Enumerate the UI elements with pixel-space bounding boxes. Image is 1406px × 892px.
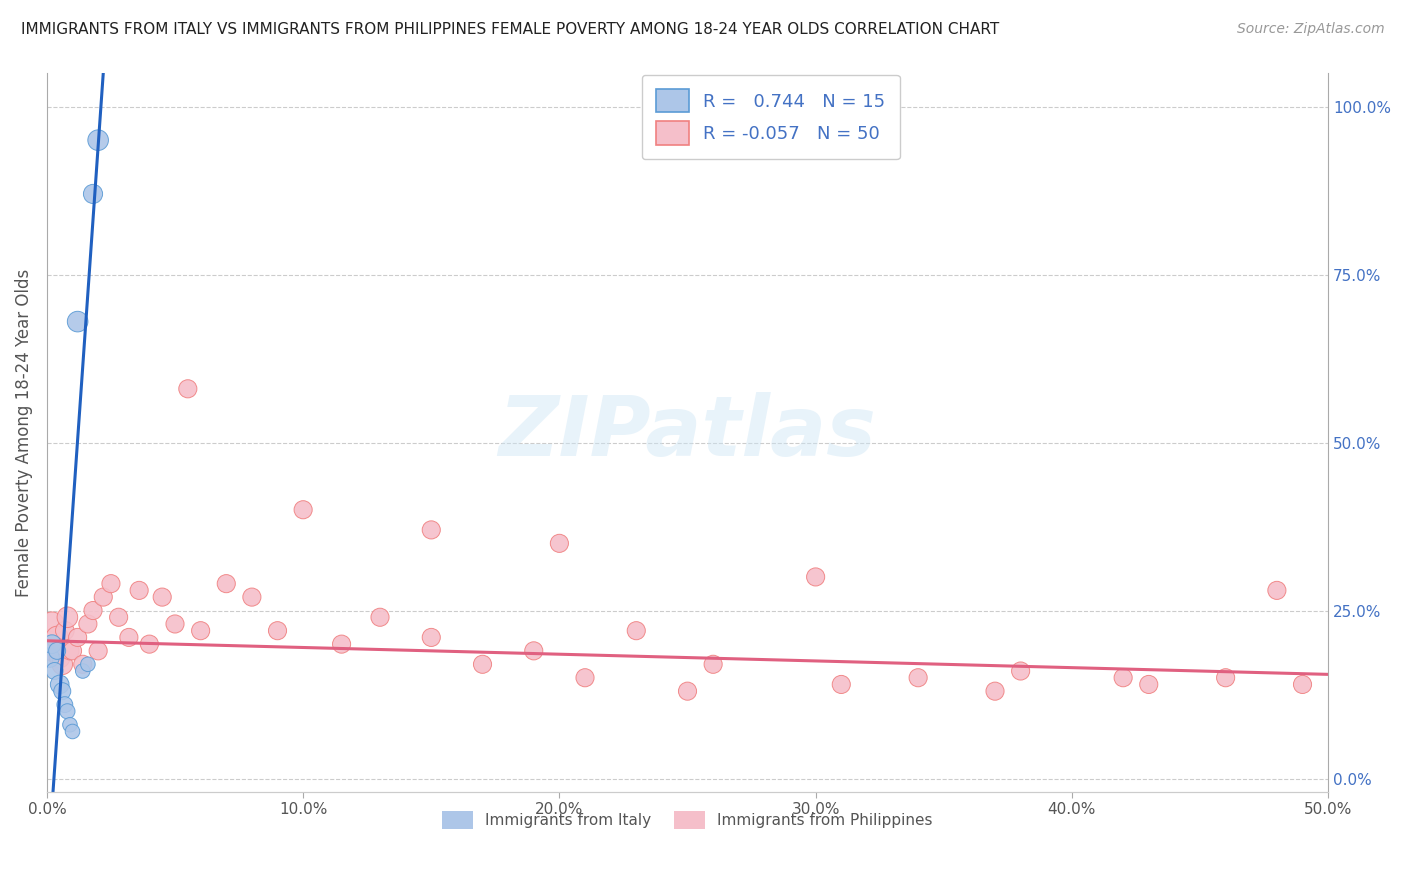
Point <box>107 610 129 624</box>
Point <box>66 631 89 645</box>
Point <box>91 590 114 604</box>
Point <box>676 684 699 698</box>
Point <box>53 624 76 638</box>
Point <box>1215 671 1237 685</box>
Point <box>82 603 104 617</box>
Point <box>128 583 150 598</box>
Point <box>163 617 186 632</box>
Point <box>215 576 238 591</box>
Point <box>420 523 443 537</box>
Point <box>574 671 596 685</box>
Point <box>46 631 69 645</box>
Point <box>41 637 63 651</box>
Point <box>77 657 100 672</box>
Point <box>804 570 827 584</box>
Point <box>38 650 60 665</box>
Point <box>1291 677 1313 691</box>
Point <box>44 664 66 678</box>
Point <box>190 624 212 638</box>
Point <box>150 590 173 604</box>
Point <box>56 610 79 624</box>
Point <box>626 624 648 638</box>
Point <box>59 718 82 732</box>
Legend: Immigrants from Italy, Immigrants from Philippines: Immigrants from Italy, Immigrants from P… <box>436 805 939 835</box>
Point <box>240 590 263 604</box>
Point <box>100 576 122 591</box>
Point <box>330 637 353 651</box>
Point <box>72 664 94 678</box>
Point <box>177 382 200 396</box>
Point <box>523 644 546 658</box>
Point <box>984 684 1007 698</box>
Point <box>44 644 66 658</box>
Point <box>72 657 94 672</box>
Point <box>138 637 160 651</box>
Point <box>56 704 79 718</box>
Point <box>77 617 100 632</box>
Point <box>62 724 84 739</box>
Point <box>82 186 104 201</box>
Point <box>1010 664 1032 678</box>
Point <box>46 644 69 658</box>
Point <box>1112 671 1135 685</box>
Point <box>41 617 63 632</box>
Point <box>87 133 110 147</box>
Point <box>59 644 82 658</box>
Point <box>48 650 70 665</box>
Point <box>53 698 76 712</box>
Point <box>1265 583 1288 598</box>
Point <box>66 315 89 329</box>
Point <box>368 610 391 624</box>
Point <box>51 684 73 698</box>
Point <box>702 657 724 672</box>
Point <box>87 644 110 658</box>
Point <box>830 677 852 691</box>
Y-axis label: Female Poverty Among 18-24 Year Olds: Female Poverty Among 18-24 Year Olds <box>15 268 32 597</box>
Text: ZIPatlas: ZIPatlas <box>499 392 876 473</box>
Point <box>1137 677 1160 691</box>
Point <box>266 624 288 638</box>
Point <box>62 644 84 658</box>
Point <box>548 536 571 550</box>
Point <box>292 502 315 516</box>
Text: Source: ZipAtlas.com: Source: ZipAtlas.com <box>1237 22 1385 37</box>
Point <box>38 637 60 651</box>
Text: IMMIGRANTS FROM ITALY VS IMMIGRANTS FROM PHILIPPINES FEMALE POVERTY AMONG 18-24 : IMMIGRANTS FROM ITALY VS IMMIGRANTS FROM… <box>21 22 1000 37</box>
Point <box>118 631 141 645</box>
Point <box>907 671 929 685</box>
Point <box>48 677 70 691</box>
Point <box>51 657 73 672</box>
Point <box>471 657 494 672</box>
Point <box>420 631 443 645</box>
